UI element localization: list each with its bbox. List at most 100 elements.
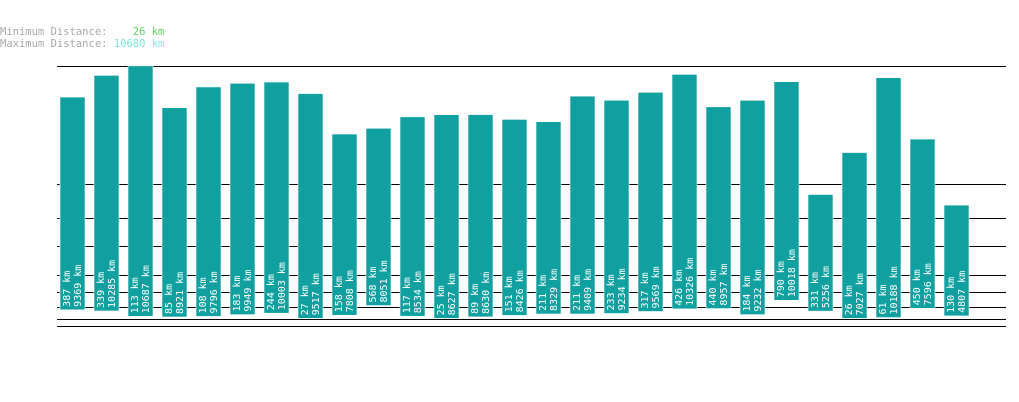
bar-max-label: 7808 km — [345, 270, 356, 312]
distance-bar — [603, 99, 630, 314]
bar-group: 233 km 9234 km — [603, 99, 630, 314]
bar-max-label: 5256 km — [821, 266, 832, 308]
bar-min-label: 113 km — [130, 277, 141, 313]
bar-min-label: 331 km — [810, 272, 821, 308]
bar-max-label: 9232 km — [753, 269, 764, 311]
bar-group: 61 km 10188 km — [875, 77, 902, 318]
bar-min-label: 426 km — [674, 270, 685, 306]
bar-min-label: 387 km — [62, 271, 73, 307]
bar-group: 26 km 7027 km — [841, 152, 868, 319]
bar-max-label: 9949 km — [243, 270, 254, 312]
distance-bar — [93, 75, 120, 312]
max-distance-value: 10680 km — [113, 38, 165, 50]
bar-group: 25 km 8627 km — [433, 114, 460, 319]
bar-group: 89 km 8630 km — [467, 114, 494, 318]
distance-bar — [841, 152, 868, 319]
distance-bar — [467, 114, 494, 318]
bar-group: 130 km 4807 km — [943, 204, 970, 317]
bar-max-label: 8534 km — [413, 271, 424, 313]
bar-group: 108 km 9796 km — [195, 86, 222, 317]
bar-max-label: 8957 km — [719, 263, 730, 305]
bar-min-label: 790 km — [776, 261, 787, 297]
bar-max-label: 4807 km — [957, 271, 968, 313]
bar-min-label: 117 km — [402, 277, 413, 313]
bar-group: 331 km 5256 km — [807, 194, 834, 312]
distance-bar — [569, 95, 596, 315]
bar-max-label: 8426 km — [515, 270, 526, 312]
distance-bar — [229, 83, 256, 315]
bar-min-label: 25 km — [436, 285, 447, 315]
distance-bar — [59, 96, 86, 311]
distance-bar — [705, 106, 732, 309]
bar-group: 568 km 8051 km — [365, 127, 392, 306]
bar-group: 317 km 9569 km — [637, 92, 664, 312]
bar-max-label: 9796 km — [209, 271, 220, 313]
bar-group: 440 km 8957 km — [705, 106, 732, 309]
max-distance-label: Maximum Distance: — [0, 38, 108, 50]
bar-max-label: 9569 km — [651, 266, 662, 308]
distance-bar — [297, 93, 324, 319]
bar-max-label: 10687 km — [141, 265, 152, 313]
bar-group: 183 km 9949 km — [229, 83, 256, 315]
bar-group: 85 km 8921 km — [161, 107, 188, 318]
bar-max-label: 8921 km — [175, 272, 186, 314]
bar-group: 27 km 9517 km — [297, 93, 324, 319]
bar-max-label: 8329 km — [549, 269, 560, 311]
distance-bar — [875, 77, 902, 318]
distance-bar — [161, 107, 188, 318]
bar-min-label: 244 km — [266, 274, 277, 310]
bar-max-label: 9517 km — [311, 273, 322, 315]
bar-max-label: 8630 km — [481, 272, 492, 314]
distance-bar — [739, 100, 766, 315]
bar-min-label: 211 km — [538, 275, 549, 311]
bar-min-label: 317 km — [640, 272, 651, 308]
bar-group: 790 km 10018 km — [773, 81, 800, 301]
bar-min-label: 450 km — [912, 269, 923, 305]
distance-bar — [365, 127, 392, 306]
distance-bar — [637, 92, 664, 312]
distance-bar — [263, 81, 290, 314]
bar-group: 426 km 10326 km — [671, 74, 698, 310]
distance-bar — [535, 121, 562, 315]
bar-min-label: 440 km — [708, 269, 719, 305]
min-distance-label: Minimum Distance: — [0, 26, 108, 38]
bar-max-label: 9409 km — [583, 269, 594, 311]
bar-max-label: 10326 km — [685, 258, 696, 306]
bar-max-label: 10018 km — [787, 249, 798, 297]
bar-min-label: 211 km — [572, 275, 583, 311]
min-distance-row: Minimum Distance: 26 km — [0, 26, 164, 38]
bar-max-label: 10188 km — [889, 266, 900, 314]
bar-max-label: 7027 km — [855, 273, 866, 315]
distance-bar — [501, 119, 528, 316]
bar-min-label: 151 km — [504, 276, 515, 312]
bar-group: 117 km 8534 km — [399, 116, 426, 317]
bar-min-label: 339 km — [96, 272, 107, 308]
bar-min-label: 27 km — [300, 285, 311, 315]
bar-group: 387 km 9369 km — [59, 96, 86, 311]
bar-max-label: 7596 km — [923, 263, 934, 305]
bar-group: 184 km 9232 km — [739, 100, 766, 315]
bar-min-label: 233 km — [606, 274, 617, 310]
distance-bar — [195, 86, 222, 317]
bar-max-label: 10285 km — [107, 260, 118, 308]
bar-group: 211 km 8329 km — [535, 121, 562, 315]
bar-group: 113 km 10687 km — [127, 65, 154, 317]
bar-group: 151 km 8426 km — [501, 119, 528, 316]
max-distance-row: Maximum Distance: 10680 km — [0, 38, 164, 50]
bar-min-label: 130 km — [946, 277, 957, 313]
bar-min-label: 158 km — [334, 276, 345, 312]
bar-group: 244 km 10003 km — [263, 81, 290, 314]
distance-bar — [773, 81, 800, 301]
distance-bar — [433, 114, 460, 319]
bar-min-label: 184 km — [742, 276, 753, 312]
bar-min-label: 568 km — [368, 266, 379, 302]
bar-max-label: 9369 km — [73, 265, 84, 307]
min-distance-value: 26 km — [132, 26, 165, 38]
distance-bar — [807, 194, 834, 312]
distance-bar — [399, 116, 426, 317]
bar-min-label: 89 km — [470, 284, 481, 314]
distance-bar — [943, 204, 970, 317]
bar-group: 339 km 10285 km — [93, 75, 120, 312]
bar-group: 211 km 9409 km — [569, 95, 596, 315]
bar-min-label: 26 km — [844, 285, 855, 315]
